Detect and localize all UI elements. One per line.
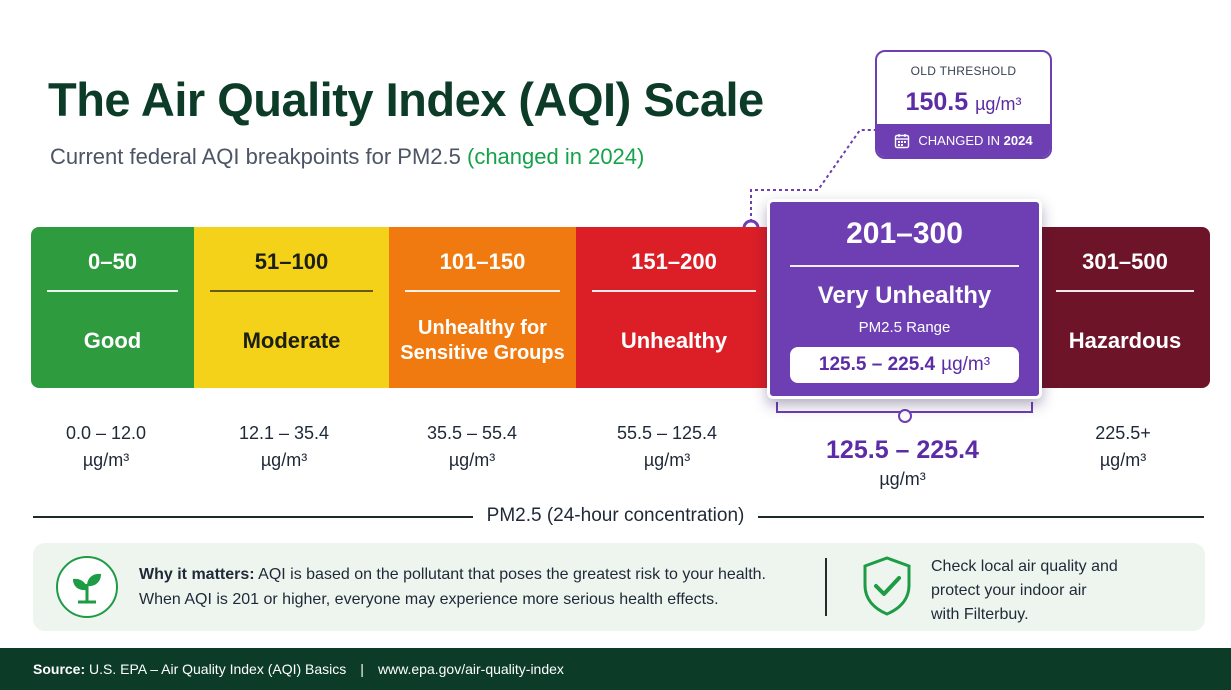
segment-rule [1056,290,1194,292]
subtitle-main: Current federal AQI breakpoints for PM2.… [50,144,461,169]
conc-range: 0.0 – 12.0 [65,423,147,443]
pm-concentration-hazardous: 225.5+ µg/m³ [1063,420,1183,474]
segment-rule [47,290,178,292]
featured-range: 201–300 [846,217,963,250]
conc-range: 55.5 – 125.4 [616,423,718,443]
conc-unit: µg/m³ [82,450,130,470]
pm-concentration-unhealthy: 55.5 – 125.4 µg/m³ [592,420,742,474]
segment-rule [592,290,756,292]
callout-value: 150.5 µg/m³ [877,88,1050,117]
info-panel: Why it matters: AQI is based on the poll… [33,543,1205,631]
axis-title-text: PM2.5 (24-hour concentration) [472,505,759,526]
conc-range: 12.1 – 35.4 [238,423,330,443]
callout-footer-year: 2024 [1003,133,1033,148]
featured-bracket [776,402,1033,413]
conc-unit: µg/m³ [448,450,496,470]
why-label: Why it matters: [139,566,255,583]
aqi-segment-moderate: 51–100 Moderate [194,227,389,388]
conc-unit: µg/m³ [260,450,308,470]
pm-concentration-usg: 35.5 – 55.4 µg/m³ [397,420,547,474]
callout-unit: µg/m³ [975,94,1022,114]
bracket-marker [898,409,912,423]
segment-range: 0–50 [88,249,137,274]
conc-range: 35.5 – 55.4 [426,423,518,443]
conc-unit: µg/m³ [643,450,691,470]
check-air-quality-text: Check local air quality and protect your… [931,555,1118,627]
segment-category: Unhealthy [620,327,728,353]
callout-label: OLD THRESHOLD [910,64,1017,78]
check-line3: with Filterbuy. [931,606,1029,623]
aqi-segment-hazardous: 301–500 Hazardous [1040,227,1210,388]
conc-range: 125.5 – 225.4 [826,436,979,464]
pm-concentration-very-unhealthy: 125.5 – 225.4 µg/m³ [800,434,1005,492]
pm-concentration-good: 0.0 – 12.0 µg/m³ [31,420,181,474]
callout-footer-prefix: CHANGED IN [918,133,1001,148]
featured-category: Very Unhealthy [817,282,992,309]
segment-range: 51–100 [254,249,329,274]
segment-rule [405,290,560,292]
axis-title: PM2.5 (24-hour concentration) [0,505,1231,527]
aqi-segment-unhealthy: 151–200 Unhealthy [576,227,772,388]
source-url[interactable]: www.epa.gov/air-quality-index [377,661,564,677]
why-it-matters: Why it matters: AQI is based on the poll… [139,562,766,612]
aqi-segment-very-unhealthy: 201–300 Very Unhealthy PM2.5 Range 125.5… [767,199,1042,399]
page-subtitle: Current federal AQI breakpoints for PM2.… [50,144,644,170]
segment-category: Hazardous [1068,327,1182,353]
segment-range: 101–150 [439,249,526,274]
segment-rule [210,290,373,292]
segment-range: 301–500 [1082,249,1168,274]
why-line2: When AQI is 201 or higher, everyone may … [139,591,719,608]
source-text: U.S. EPA – Air Quality Index (AQI) Basic… [89,661,347,677]
aqi-segment-usg: 101–150 Unhealthy for Sensitive Groups [389,227,576,388]
why-line1: AQI is based on the pollutant that poses… [258,566,766,583]
check-line1: Check local air quality and [931,558,1118,575]
featured-pm-pill: 125.5 – 225.4 µg/m³ [790,347,1019,383]
source-label: Source: [33,661,86,677]
aqi-segment-good: 0–50 Good [31,227,194,388]
shield-check-icon [863,556,911,616]
conc-range: 225.5+ [1095,423,1151,443]
callout-footer: CHANGED IN 2024 [877,124,1050,157]
callout-number: 150.5 [905,88,969,116]
plant-icon [56,556,118,618]
featured-rule [790,265,1019,267]
segment-range: 151–200 [631,249,717,274]
pm-concentration-moderate: 12.1 – 35.4 µg/m³ [209,420,359,474]
page-title: The Air Quality Index (AQI) Scale [48,73,764,126]
segment-category: Unhealthy for Sensitive Groups [400,316,565,364]
check-line2: protect your indoor air [931,582,1087,599]
old-threshold-callout: OLD THRESHOLD 150.5 µg/m³ CHANGED IN 202… [875,50,1052,159]
subtitle-highlight: (changed in 2024) [467,144,645,169]
conc-unit: µg/m³ [1099,450,1147,470]
footer-separator: | [360,661,364,677]
source-footer: Source: U.S. EPA – Air Quality Index (AQ… [0,648,1231,690]
pill-range: 125.5 – 225.4 [818,354,936,375]
pill-unit: µg/m³ [941,354,991,375]
featured-detail-label: PM2.5 Range [858,319,951,336]
segment-category: Moderate [242,327,341,353]
info-divider [825,558,827,616]
calendar-icon [895,133,910,148]
conc-unit: µg/m³ [879,469,926,489]
segment-category: Good [83,327,142,353]
